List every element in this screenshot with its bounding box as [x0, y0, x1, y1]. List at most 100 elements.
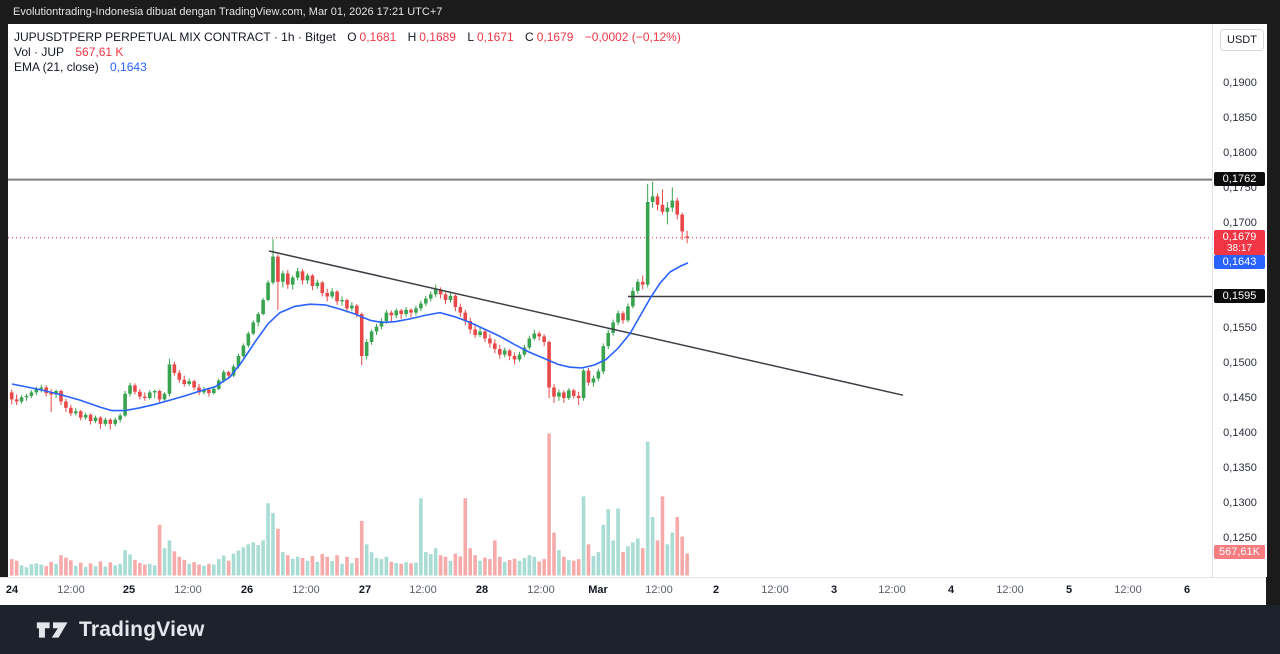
- volume-bar: [591, 556, 596, 576]
- volume-label: Vol · JUP: [14, 45, 65, 59]
- volume-bar: [636, 538, 640, 576]
- candle-body: [9, 392, 14, 400]
- time-tick: 12:00: [409, 584, 437, 596]
- candle-body: [320, 282, 325, 293]
- time-tick-major: 6: [1183, 584, 1191, 596]
- candle-body: [552, 387, 556, 397]
- volume-bar: [281, 552, 285, 576]
- candle-body: [640, 281, 645, 285]
- volume-bar: [350, 563, 354, 576]
- volume-bar: [167, 540, 172, 576]
- candle-body: [586, 370, 591, 383]
- volume-bar: [192, 562, 196, 576]
- open-value: 0,1681: [359, 30, 397, 44]
- time-axis[interactable]: 24 12:00 25 12:00 26 12:00 27 12:00 28 12:00 Mar 12…: [0, 577, 1266, 606]
- volume-bar: [108, 562, 113, 576]
- candle-body: [369, 331, 374, 342]
- candle-body: [271, 256, 275, 283]
- candle-body: [192, 381, 196, 388]
- candle-body: [108, 419, 113, 424]
- candle-body: [202, 389, 206, 393]
- volume-bar: [182, 559, 187, 576]
- volume-bar: [571, 560, 576, 576]
- volume-bar: [409, 563, 413, 576]
- volume-bar: [616, 508, 620, 576]
- volume-row[interactable]: Vol · JUP 567,61 K: [14, 45, 684, 60]
- volume-bar: [522, 557, 527, 576]
- candle-body: [345, 300, 349, 309]
- candle-body: [384, 312, 389, 321]
- candle-body: [433, 289, 438, 295]
- attribution-bar: Evolutiontrading-Indonesia dibuat dengan…: [0, 0, 1280, 24]
- time-tick-major: 5: [1065, 584, 1073, 596]
- tradingview-logo[interactable]: TradingView: [36, 617, 205, 643]
- volume-bar: [478, 560, 482, 576]
- symbol-title: JUPUSDTPERP PERPETUAL MIX CONTRACT · 1h …: [14, 30, 336, 44]
- time-tick-major: 26: [240, 584, 254, 596]
- ema-row[interactable]: EMA (21, close) 0,1643: [14, 60, 684, 75]
- volume-bar: [19, 565, 24, 576]
- volume-bar: [448, 560, 453, 576]
- price-tick: 0,1350: [1223, 462, 1257, 474]
- volume-bar: [14, 560, 19, 576]
- candle-body: [315, 282, 320, 286]
- volume-bar: [24, 567, 29, 576]
- volume-bar: [680, 536, 684, 576]
- volume-bar: [404, 562, 408, 576]
- price-level-label-low: 0,1595: [1214, 288, 1265, 303]
- volume-bar: [34, 563, 39, 576]
- candle-body: [374, 326, 379, 332]
- volume-bar: [271, 513, 275, 576]
- volume-bar: [128, 554, 132, 576]
- volume-bar: [497, 556, 502, 576]
- chart-canvas[interactable]: [8, 24, 1212, 577]
- candle-body: [325, 293, 330, 297]
- price-tick: 0,1900: [1223, 77, 1257, 89]
- currency-toggle-button[interactable]: USDT: [1220, 29, 1264, 51]
- candle-body: [680, 214, 684, 232]
- volume-bar: [93, 566, 98, 576]
- candle-body: [527, 338, 532, 348]
- price-tick: 0,1700: [1223, 217, 1257, 229]
- time-tick: 12:00: [174, 584, 202, 596]
- candle-body: [197, 387, 201, 393]
- volume-bar: [507, 559, 512, 576]
- candle-body: [512, 356, 517, 360]
- candle-body: [83, 414, 88, 418]
- price-axis[interactable]: USDT 0,1900 0,1850 0,1800 0,1750 0,1700 0,155…: [1212, 24, 1267, 577]
- candle-body: [167, 364, 172, 394]
- candle-body: [636, 281, 640, 291]
- volume-bar: [143, 564, 147, 576]
- candle-body: [251, 322, 256, 334]
- volume-bar: [650, 517, 655, 576]
- candle-body: [147, 392, 152, 398]
- volume-bar: [49, 561, 53, 576]
- volume-bar: [315, 561, 320, 576]
- volume-bar: [566, 559, 571, 576]
- volume-bar: [226, 560, 231, 576]
- symbol-ohlc-row[interactable]: JUPUSDTPERP PERPETUAL MIX CONTRACT · 1h …: [14, 30, 684, 45]
- price-tick: 0,1850: [1223, 112, 1257, 124]
- volume-bar: [419, 498, 423, 576]
- volume-axis-label: 567,61K: [1214, 545, 1265, 559]
- candle-body: [443, 294, 448, 300]
- candle-body: [359, 314, 364, 356]
- candle-body: [463, 312, 468, 321]
- candle-body: [98, 417, 103, 424]
- volume-bar: [320, 554, 325, 576]
- candle-body: [340, 300, 344, 302]
- volume-bar: [670, 532, 675, 576]
- candle-body: [88, 414, 93, 422]
- price-tick: 0,1400: [1223, 427, 1257, 439]
- volume-bar: [645, 441, 650, 576]
- volume-bar: [39, 564, 44, 576]
- candle-body: [64, 401, 68, 408]
- candle-body: [256, 314, 260, 323]
- volume-bar: [118, 563, 122, 576]
- candle-body: [685, 236, 689, 238]
- volume-bar: [557, 550, 561, 576]
- volume-bar: [517, 560, 522, 576]
- candle-body: [424, 298, 428, 304]
- candle-body: [226, 372, 231, 376]
